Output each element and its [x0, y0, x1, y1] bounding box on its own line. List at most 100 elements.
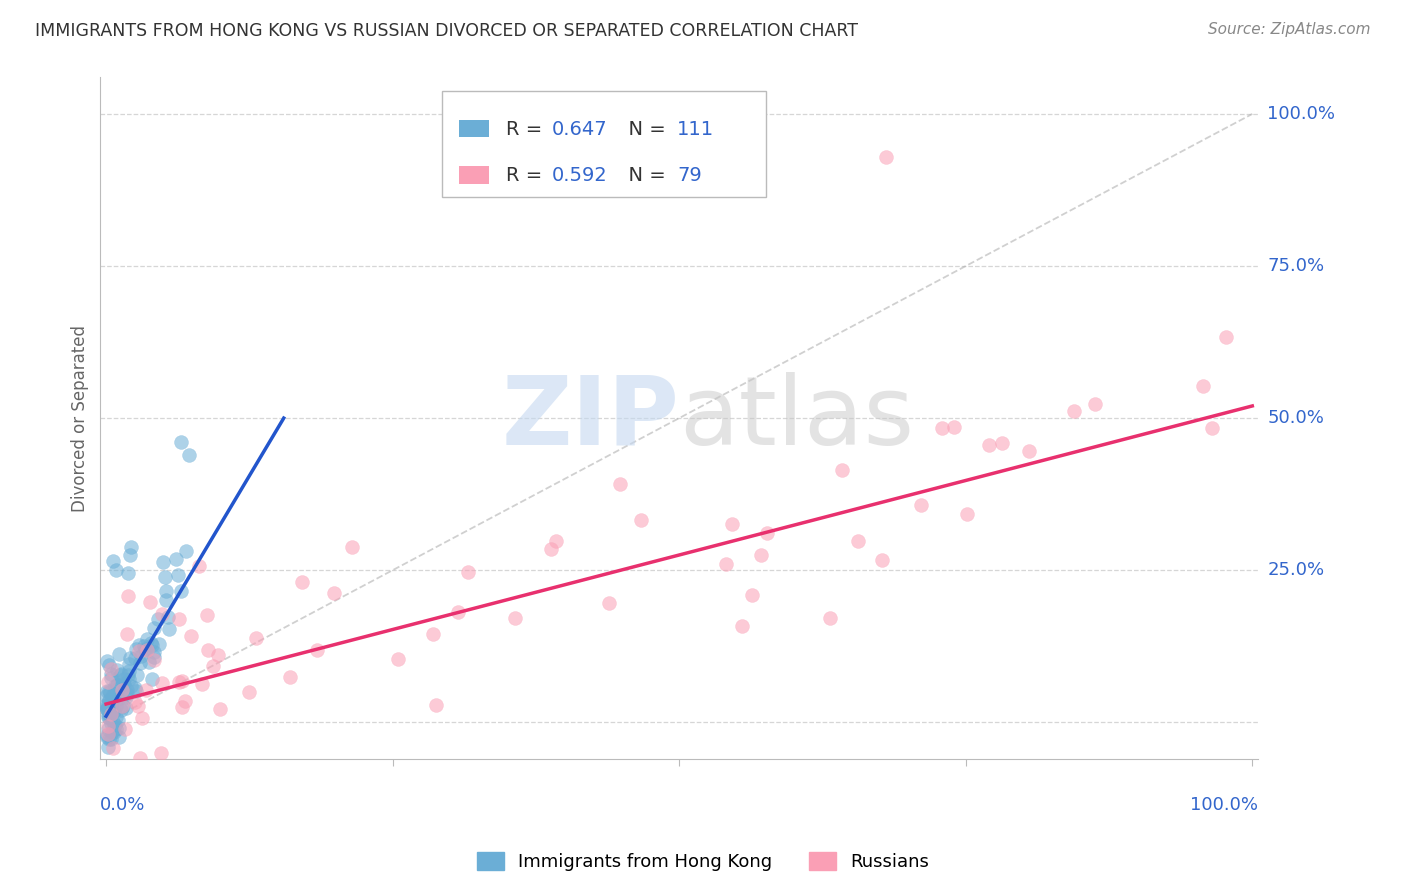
- Point: [124, 681, 146, 696]
- Point: [96, 690, 118, 704]
- Point: [124, 650, 146, 665]
- Point: [152, 555, 174, 569]
- Point: [105, 678, 128, 692]
- Point: [118, 548, 141, 562]
- Point: [96, 702, 118, 716]
- Point: [104, 679, 127, 693]
- Point: [138, 655, 160, 669]
- Point: [115, 687, 138, 701]
- Point: [245, 631, 267, 645]
- Point: [169, 675, 191, 690]
- Point: [187, 558, 209, 573]
- Point: [910, 498, 932, 512]
- Point: [101, 688, 124, 702]
- Point: [107, 713, 129, 727]
- Text: 100.0%: 100.0%: [1189, 797, 1258, 814]
- Point: [101, 725, 124, 739]
- Point: [112, 672, 135, 686]
- Text: 75.0%: 75.0%: [1267, 257, 1324, 275]
- Point: [167, 568, 190, 582]
- Point: [97, 739, 120, 754]
- Point: [117, 589, 139, 603]
- Point: [101, 740, 124, 755]
- Point: [598, 596, 620, 610]
- Point: [107, 731, 129, 745]
- Text: N =: N =: [616, 166, 672, 185]
- Point: [117, 668, 139, 682]
- Point: [150, 607, 173, 622]
- Point: [238, 685, 260, 699]
- Point: [741, 589, 763, 603]
- Point: [278, 670, 301, 684]
- Point: [150, 676, 173, 690]
- Point: [100, 697, 122, 711]
- Point: [110, 682, 132, 697]
- Point: [875, 149, 897, 163]
- Point: [98, 711, 121, 725]
- Point: [172, 674, 194, 689]
- Point: [544, 533, 567, 548]
- Point: [149, 746, 172, 760]
- Point: [207, 648, 229, 663]
- FancyBboxPatch shape: [460, 120, 489, 137]
- Point: [1201, 421, 1223, 435]
- Point: [195, 608, 218, 623]
- Point: [991, 435, 1014, 450]
- Text: R =: R =: [506, 166, 548, 185]
- Point: [174, 694, 197, 708]
- Point: [165, 552, 187, 566]
- Point: [125, 668, 148, 682]
- Point: [1084, 397, 1107, 411]
- Point: [167, 764, 190, 778]
- Point: [457, 566, 479, 580]
- Point: [142, 645, 165, 659]
- Point: [96, 719, 118, 733]
- Point: [136, 642, 159, 657]
- Point: [129, 648, 152, 663]
- Point: [96, 702, 118, 716]
- Point: [120, 679, 142, 693]
- Point: [177, 448, 200, 462]
- Point: [872, 553, 894, 567]
- Point: [1063, 404, 1085, 418]
- Point: [176, 543, 198, 558]
- Point: [98, 685, 121, 699]
- Point: [103, 554, 125, 568]
- Point: [105, 698, 128, 713]
- Point: [609, 477, 631, 491]
- Point: [96, 702, 118, 716]
- Point: [115, 682, 138, 697]
- Text: R =: R =: [506, 120, 548, 138]
- Point: [156, 764, 179, 778]
- Point: [169, 435, 191, 450]
- Point: [141, 673, 163, 687]
- Point: [110, 704, 132, 718]
- Point: [155, 583, 177, 598]
- Point: [97, 684, 120, 698]
- Point: [103, 705, 125, 719]
- Point: [107, 692, 129, 706]
- Point: [340, 540, 363, 554]
- Point: [943, 420, 966, 434]
- Point: [291, 575, 314, 590]
- Point: [97, 710, 120, 724]
- Point: [100, 715, 122, 730]
- Point: [630, 512, 652, 526]
- Point: [191, 677, 214, 691]
- Point: [714, 558, 737, 572]
- Point: [180, 629, 202, 643]
- Text: 111: 111: [676, 120, 714, 138]
- Point: [128, 638, 150, 652]
- Point: [100, 667, 122, 681]
- Point: [100, 701, 122, 715]
- Point: [103, 690, 125, 705]
- Point: [148, 611, 170, 625]
- Point: [98, 732, 121, 747]
- Text: IMMIGRANTS FROM HONG KONG VS RUSSIAN DIVORCED OR SEPARATED CORRELATION CHART: IMMIGRANTS FROM HONG KONG VS RUSSIAN DIV…: [35, 22, 858, 40]
- Point: [97, 727, 120, 741]
- Legend: Immigrants from Hong Kong, Russians: Immigrants from Hong Kong, Russians: [470, 845, 936, 879]
- Point: [153, 570, 176, 584]
- Point: [110, 667, 132, 681]
- Point: [117, 566, 139, 580]
- Point: [170, 700, 193, 714]
